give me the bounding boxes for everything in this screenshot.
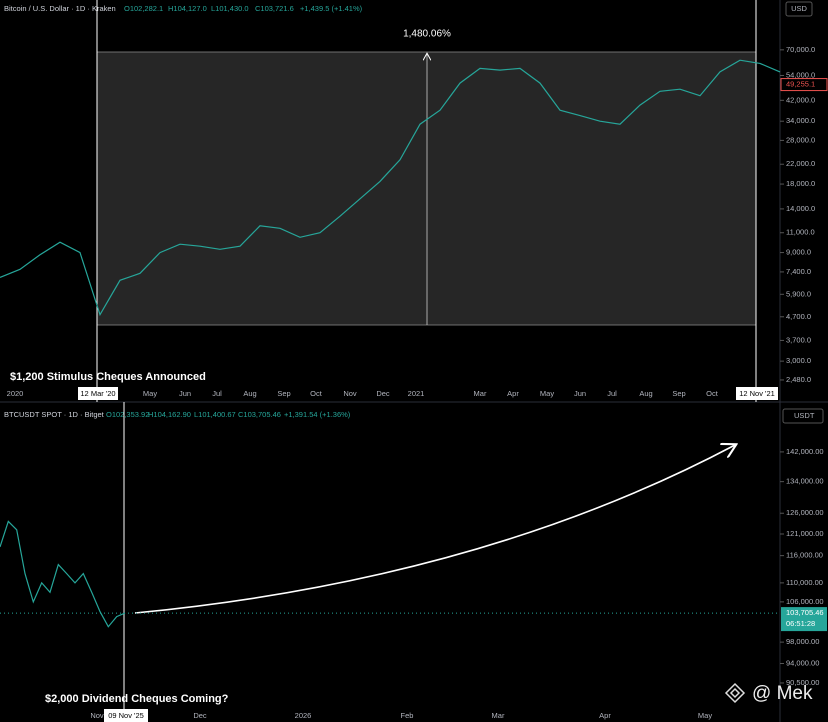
price-label: 2,480.0	[786, 375, 811, 384]
price-label: 106,000.00	[786, 597, 824, 606]
time-label: Apr	[507, 389, 519, 398]
time-label: May	[540, 389, 554, 398]
time-label: Mar	[474, 389, 487, 398]
price-label: 3,700.0	[786, 335, 811, 344]
time-label: Jul	[212, 389, 222, 398]
time-label: Oct	[310, 389, 323, 398]
price-label: 14,000.0	[786, 204, 815, 213]
annotation: $2,000 Dividend Cheques Coming?	[45, 693, 229, 705]
last-price: 103,705.46	[786, 608, 824, 617]
price-label: 134,000.00	[786, 477, 824, 486]
watermark-logo	[724, 682, 746, 704]
ohlc: H104,162.90	[148, 410, 191, 419]
price-label: 3,000.0	[786, 356, 811, 365]
price-label: 110,000.00	[786, 578, 823, 587]
price-label: 9,000.0	[786, 248, 811, 257]
price-label: 98,000.00	[786, 637, 819, 646]
change: +1,391.54 (+1.36%)	[284, 410, 351, 419]
price-label: 42,000.0	[786, 95, 815, 104]
time-label: Aug	[639, 389, 652, 398]
currency-box[interactable]	[782, 408, 824, 424]
time-label: Jun	[574, 389, 586, 398]
last-price: 49,255.1	[786, 80, 815, 89]
last-price-box	[781, 607, 827, 632]
time-label: Jul	[607, 389, 617, 398]
time-label: Sep	[277, 389, 290, 398]
ohlc: L101,400.67	[194, 410, 236, 419]
price-label: 54,000.0	[786, 70, 815, 79]
price-label: 126,000.00	[786, 508, 824, 517]
countdown: 06:51:28	[786, 619, 815, 628]
currency[interactable]: USDT	[794, 411, 815, 420]
change: +1,439.5 (+1.41%)	[300, 4, 363, 13]
price-label: 121,000.00	[786, 529, 824, 538]
time-label: Dec	[193, 711, 207, 720]
currency-box[interactable]	[785, 1, 813, 17]
price-label: 11,000.0	[786, 228, 815, 237]
date-marker: 09 Nov '25	[108, 711, 144, 720]
symbol: Bitcoin / U.S. Dollar · 1D · Kraken	[4, 4, 116, 13]
currency[interactable]: USD	[791, 4, 807, 13]
ohlc: H104,127.0	[168, 4, 207, 13]
annotation: $1,200 Stimulus Cheques Announced	[10, 371, 206, 383]
price-label: 70,000.0	[786, 45, 815, 54]
ohlc: L101,430.0	[211, 4, 249, 13]
time-label: Nov	[90, 711, 104, 720]
price-label: 90,500.00	[786, 678, 819, 687]
date-marker-box	[104, 709, 148, 722]
ohlc: O102,353.92	[106, 410, 149, 419]
time-label: Oct	[706, 389, 719, 398]
price-label: 94,000.00	[786, 658, 819, 667]
price-label: 142,000.00	[786, 447, 824, 456]
time-label: Mar	[492, 711, 505, 720]
time-label: Jun	[179, 389, 191, 398]
price-label: 28,000.0	[786, 135, 815, 144]
price-label: 4,700.0	[786, 312, 811, 321]
projection-arrow	[134, 445, 735, 614]
price-label: 7,400.0	[786, 267, 811, 276]
date-marker: 12 Nov '21	[739, 389, 775, 398]
time-label: 2026	[295, 711, 312, 720]
price-label: 116,000.00	[786, 551, 823, 560]
time-label: Sep	[672, 389, 685, 398]
time-label: Dec	[376, 389, 390, 398]
ohlc: O102,282.1	[124, 4, 163, 13]
time-label: Feb	[401, 711, 414, 720]
price-line	[0, 520, 126, 628]
symbol: BTCUSDT SPOT · 1D · Bitget	[4, 410, 105, 419]
time-label: Aug	[243, 389, 256, 398]
ohlc: C103,721.6	[255, 4, 294, 13]
watermark: @ Mek	[752, 683, 813, 704]
price-label: 5,900.0	[786, 289, 811, 298]
time-label: May	[143, 389, 157, 398]
time-label: Nov	[343, 389, 357, 398]
time-label: 2021	[408, 389, 425, 398]
time-label: 2020	[7, 389, 24, 398]
measure-label: 1,480.06%	[403, 29, 451, 40]
time-label: May	[698, 711, 712, 720]
time-label: Apr	[599, 711, 611, 720]
price-line	[0, 59, 781, 317]
price-label: 18,000.0	[786, 179, 815, 188]
date-marker: 12 Mar '20	[80, 389, 115, 398]
ohlc: C103,705.46	[238, 410, 281, 419]
price-label: 22,000.0	[786, 159, 815, 168]
price-label: 34,000.0	[786, 116, 815, 125]
date-marker-box	[78, 387, 118, 400]
date-marker-box	[736, 387, 778, 400]
last-price-box	[780, 78, 828, 92]
